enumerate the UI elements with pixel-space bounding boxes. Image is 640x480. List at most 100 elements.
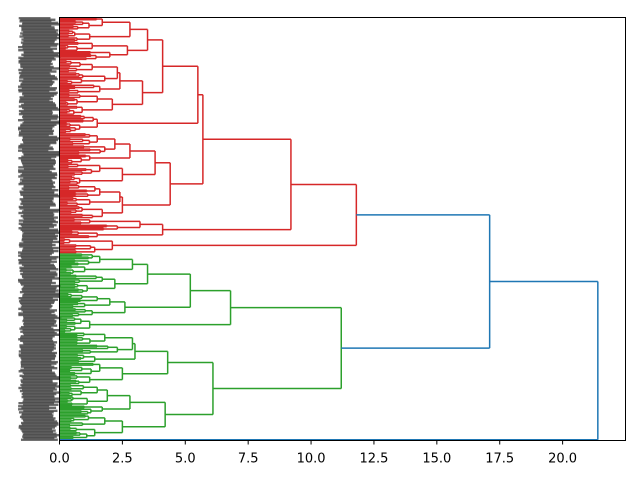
- leaf-label-mark: [22, 137, 60, 140]
- leaf-label-mark: [23, 141, 57, 145]
- leaf-label-mark: [22, 147, 54, 151]
- leaf-label-mark: [23, 204, 56, 207]
- leaf-label-mark: [22, 234, 59, 238]
- leaf-label-mark: [18, 280, 53, 283]
- leaf-label-mark: [18, 243, 56, 247]
- leaf-label-mark: [18, 312, 52, 315]
- leaf-label-mark: [18, 386, 56, 390]
- leaf-label-mark: [23, 52, 60, 55]
- leaf-label-mark: [20, 32, 58, 35]
- leaf-label-mark: [23, 167, 56, 171]
- leaf-label-mark: [18, 300, 55, 303]
- leaf-label-mark: [23, 373, 56, 376]
- leaf-label-mark: [21, 423, 59, 426]
- leaf-label-mark: [22, 106, 58, 110]
- leaf-label-mark: [20, 82, 54, 85]
- leaf-label-mark: [23, 30, 57, 34]
- leaf-label-mark: [18, 61, 51, 64]
- leaf-label-mark: [21, 87, 57, 90]
- leaf-label-mark: [22, 44, 58, 47]
- leaf-label-mark: [23, 315, 58, 318]
- leaf-label-mark: [23, 188, 59, 192]
- leaf-label-mark: [20, 383, 57, 387]
- leaf-label-mark: [20, 336, 53, 339]
- leaf-label-mark: [23, 437, 55, 440]
- leaf-label-mark: [20, 158, 56, 161]
- leaf-label-mark: [20, 18, 56, 21]
- leaf-label-mark: [22, 248, 54, 251]
- leaf-label-mark: [23, 94, 55, 98]
- leaf-label-mark: [21, 199, 53, 203]
- leaf-label-mark: [23, 397, 59, 400]
- leaf-label-mark: [22, 195, 61, 198]
- leaf-label-mark: [20, 351, 58, 355]
- leaf-label-mark: [18, 297, 53, 300]
- leaf-label-mark: [19, 345, 55, 349]
- leaf-label-mark: [20, 58, 56, 61]
- leaf-label-mark: [21, 38, 57, 41]
- leaf-label-mark: [22, 135, 58, 139]
- leaf-label-mark: [20, 143, 51, 146]
- leaf-label-mark: [20, 228, 59, 231]
- leaf-label-mark: [23, 292, 60, 295]
- leaf-label-mark: [18, 278, 53, 282]
- leaf-label-mark: [23, 217, 55, 221]
- leaf-label-mark: [22, 418, 55, 422]
- leaf-label-mark: [18, 170, 52, 174]
- leaf-label-mark: [19, 389, 54, 393]
- leaf-label-mark: [20, 125, 55, 128]
- leaf-label-mark: [22, 394, 55, 397]
- leaf-label-mark: [21, 225, 55, 228]
- leaf-label-mark: [22, 289, 59, 292]
- leaf-label-mark: [23, 184, 54, 187]
- leaf-label-mark: [19, 266, 57, 270]
- leaf-label-mark: [21, 348, 54, 352]
- leaf-label-mark: [23, 77, 58, 81]
- leaf-label-mark: [19, 35, 58, 38]
- leaf-label-mark: [18, 68, 52, 72]
- leaf-label-mark: [23, 196, 54, 200]
- leaf-label-mark: [18, 17, 51, 20]
- leaf-label-mark: [18, 262, 51, 265]
- leaf-label-mark: [19, 207, 50, 210]
- leaf-label-mark: [21, 414, 54, 417]
- leaf-label-mark: [18, 338, 53, 341]
- leaf-label-mark: [20, 111, 53, 114]
- leaf-label-mark: [21, 417, 56, 420]
- leaf-label-mark: [22, 138, 58, 142]
- leaf-label-mark: [22, 236, 57, 239]
- leaf-label-mark: [20, 365, 55, 368]
- leaf-label-mark: [19, 74, 55, 78]
- leaf-label-mark: [22, 295, 60, 298]
- leaf-label-mark: [20, 380, 53, 384]
- leaf-label-mark: [18, 166, 54, 169]
- leaf-label-mark: [22, 21, 59, 25]
- leaf-label-mark: [22, 332, 57, 335]
- leaf-label-mark: [18, 411, 54, 414]
- leaf-label-mark: [23, 213, 55, 216]
- leaf-label-mark: [20, 62, 53, 66]
- leaf-label-mark: [20, 421, 59, 425]
- leaf-label-mark: [20, 347, 56, 350]
- leaf-label-mark: [21, 388, 57, 391]
- leaf-label-mark: [21, 103, 57, 107]
- leaf-label-mark: [18, 219, 56, 222]
- leaf-label-mark: [20, 65, 54, 69]
- leaf-label-mark: [22, 23, 59, 26]
- leaf-label-mark: [18, 131, 53, 134]
- leaf-label-mark: [23, 342, 55, 346]
- leaf-label-mark: [23, 154, 60, 157]
- leaf-label-mark: [23, 208, 60, 212]
- leaf-label-mark: [18, 313, 56, 317]
- leaf-label-mark: [19, 181, 56, 184]
- leaf-label-mark: [20, 298, 58, 301]
- leaf-label-mark: [23, 277, 60, 280]
- leaf-label-mark: [22, 42, 59, 46]
- leaf-label-mark: [23, 316, 62, 320]
- leaf-label-mark: [18, 222, 53, 225]
- leaf-label-mark: [19, 96, 51, 99]
- leaf-label-mark: [18, 424, 57, 428]
- leaf-label-mark: [23, 403, 59, 406]
- leaf-label-mark: [21, 376, 60, 379]
- leaf-label-mark: [23, 432, 57, 435]
